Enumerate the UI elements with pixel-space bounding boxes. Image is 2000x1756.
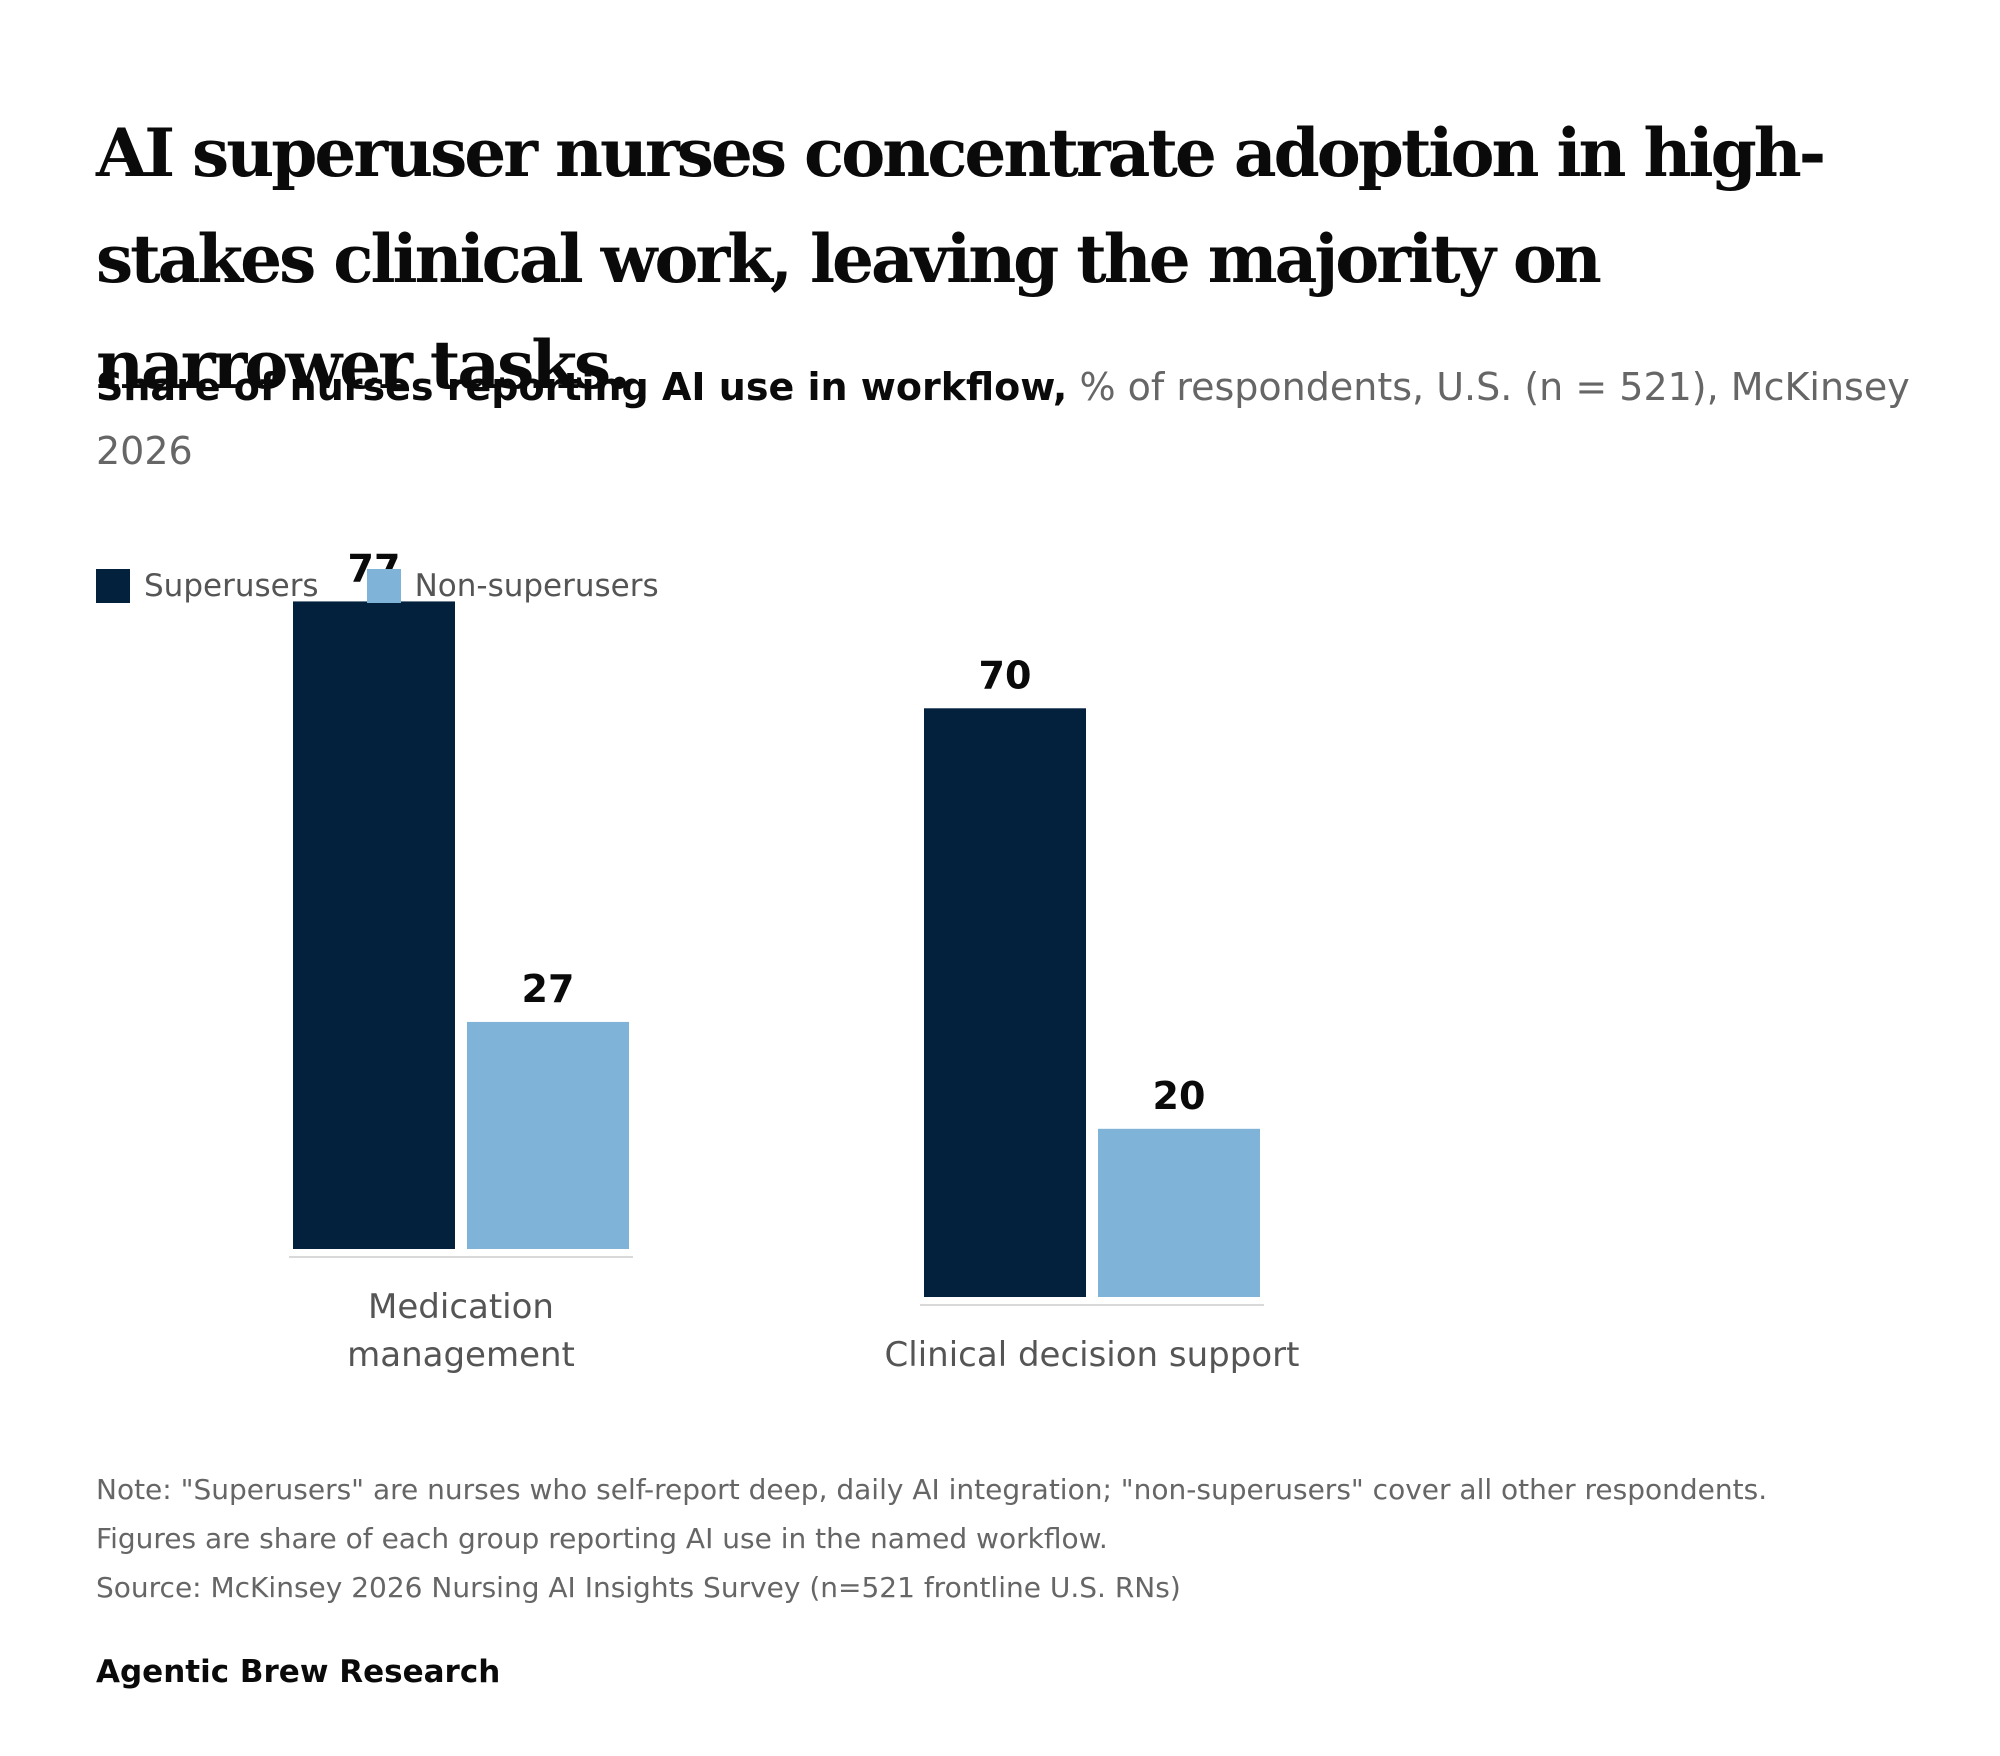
chart-title: AI superuser nurses concentrate adoption… [96,114,1826,404]
legend-swatch-non-superusers [366,569,401,603]
legend-swatch-superusers [96,569,130,603]
category-label-line: management [347,1335,575,1375]
category-label-clinical-decision-support: Clinical decision support [885,1335,1300,1375]
chart-subtitle: Share of nurses reporting AI use in work… [96,355,1936,483]
category-label-line: Clinical decision support [885,1335,1300,1375]
legend-label-non-superusers: Non-superusers [414,568,659,604]
subtitle-rest: % of respondents, U.S. (n = 521), McKins… [96,365,1910,473]
legend-label-superusers: Superusers [144,568,319,604]
bar-clinical-decision-support-superusers [924,708,1086,1297]
category-label-medication-management: Medication management [347,1287,575,1375]
bar-medication-management-superusers [293,601,455,1249]
chart-legend: Superusers Non-superusers [96,566,707,606]
subtitle-bold: Share of nurses reporting AI use in work… [96,365,1068,409]
note-line-2: Figures are share of each group reportin… [96,1522,1108,1555]
bar-medication-management-non-superusers [467,1021,629,1249]
bar-clinical-decision-support-non-superusers [1098,1128,1260,1297]
category-label-line: Medication [368,1287,554,1327]
source-line: Source: McKinsey 2026 Nursing AI Insight… [96,1571,1181,1604]
legend-item-superusers: Superusers [96,568,319,604]
legend-item-non-superusers: Non-superusers [366,568,659,604]
brand-label: Agentic Brew Research [96,1654,501,1690]
data-label-clinical-decision-support-non-superusers: 20 [1153,1074,1206,1118]
data-label-medication-management-non-superusers: 27 [522,967,575,1011]
note-line-1: Note: "Superusers" are nurses who self-r… [96,1473,1768,1506]
chart-notes: Note: "Superusers" are nurses who self-r… [96,1465,1956,1612]
data-label-clinical-decision-support-superusers: 70 [979,653,1032,697]
